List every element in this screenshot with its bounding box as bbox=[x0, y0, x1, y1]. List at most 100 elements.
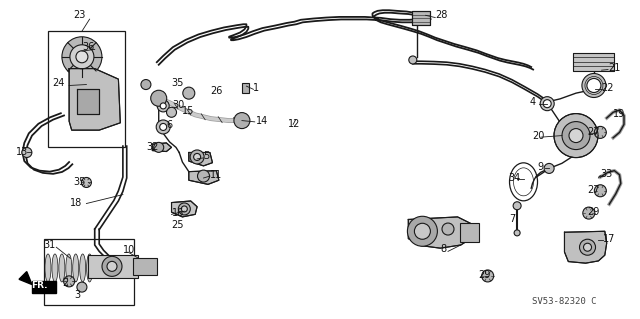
Text: 35: 35 bbox=[172, 78, 184, 88]
Circle shape bbox=[415, 223, 431, 239]
Text: 30: 30 bbox=[173, 100, 185, 110]
Text: 24: 24 bbox=[52, 78, 65, 88]
Ellipse shape bbox=[59, 254, 65, 282]
Circle shape bbox=[70, 45, 94, 69]
Circle shape bbox=[183, 87, 195, 99]
Text: SV53-82320 C: SV53-82320 C bbox=[532, 297, 597, 306]
Circle shape bbox=[584, 243, 591, 251]
Text: 27: 27 bbox=[588, 185, 600, 195]
Circle shape bbox=[540, 97, 554, 111]
Text: 5: 5 bbox=[204, 151, 210, 161]
Bar bbox=[573, 53, 614, 71]
Circle shape bbox=[166, 107, 177, 117]
Text: 35: 35 bbox=[74, 177, 86, 188]
Text: 20: 20 bbox=[532, 130, 545, 141]
Text: 6: 6 bbox=[166, 120, 173, 130]
Circle shape bbox=[562, 122, 590, 150]
Text: 26: 26 bbox=[210, 86, 222, 96]
Circle shape bbox=[77, 282, 87, 292]
Text: 32: 32 bbox=[146, 142, 158, 152]
Text: FR.: FR. bbox=[31, 281, 48, 290]
Circle shape bbox=[22, 147, 32, 158]
Circle shape bbox=[587, 78, 601, 93]
Polygon shape bbox=[77, 89, 99, 114]
Text: 9: 9 bbox=[538, 162, 544, 173]
Circle shape bbox=[181, 206, 188, 212]
Text: 7: 7 bbox=[509, 213, 515, 224]
Circle shape bbox=[179, 203, 190, 215]
Polygon shape bbox=[189, 171, 219, 184]
Text: 36: 36 bbox=[82, 42, 94, 52]
Text: 2: 2 bbox=[63, 278, 69, 288]
Text: 29: 29 bbox=[588, 207, 600, 217]
Text: 16: 16 bbox=[172, 208, 184, 218]
Circle shape bbox=[154, 142, 164, 152]
Polygon shape bbox=[564, 231, 607, 263]
Circle shape bbox=[160, 123, 166, 130]
Text: 8: 8 bbox=[440, 244, 447, 255]
Text: 10: 10 bbox=[123, 245, 135, 256]
Circle shape bbox=[569, 129, 583, 143]
Circle shape bbox=[543, 100, 551, 108]
Circle shape bbox=[156, 120, 170, 134]
Text: 14: 14 bbox=[256, 115, 268, 126]
Text: 19: 19 bbox=[613, 109, 625, 119]
Ellipse shape bbox=[86, 254, 93, 282]
Text: 21: 21 bbox=[608, 63, 620, 73]
Circle shape bbox=[234, 113, 250, 129]
Text: 1: 1 bbox=[253, 83, 260, 93]
Bar bbox=[412, 11, 430, 25]
Polygon shape bbox=[172, 201, 197, 217]
Circle shape bbox=[198, 170, 209, 182]
Text: 11: 11 bbox=[210, 170, 222, 180]
Circle shape bbox=[580, 239, 595, 255]
Circle shape bbox=[408, 216, 437, 246]
Bar bbox=[562, 125, 595, 147]
Text: 27: 27 bbox=[588, 127, 600, 137]
Polygon shape bbox=[189, 152, 212, 166]
Text: 23: 23 bbox=[74, 10, 86, 20]
Ellipse shape bbox=[45, 254, 51, 282]
Text: 18: 18 bbox=[70, 197, 83, 208]
Circle shape bbox=[482, 270, 493, 282]
Ellipse shape bbox=[66, 254, 72, 282]
Circle shape bbox=[76, 51, 88, 63]
Circle shape bbox=[544, 163, 554, 174]
Text: 25: 25 bbox=[172, 220, 184, 230]
Bar bbox=[460, 223, 479, 242]
Bar bbox=[44, 239, 134, 305]
Bar bbox=[88, 255, 138, 278]
Polygon shape bbox=[408, 217, 474, 248]
Circle shape bbox=[442, 223, 454, 235]
Ellipse shape bbox=[73, 254, 79, 282]
Text: 3: 3 bbox=[74, 290, 81, 300]
Circle shape bbox=[582, 73, 606, 98]
Text: 15: 15 bbox=[182, 106, 195, 116]
Circle shape bbox=[141, 79, 151, 90]
Text: 17: 17 bbox=[603, 234, 615, 244]
Bar bbox=[133, 258, 157, 275]
Circle shape bbox=[409, 56, 417, 64]
Text: 28: 28 bbox=[435, 10, 447, 20]
Text: 33: 33 bbox=[600, 169, 612, 179]
Text: 34: 34 bbox=[509, 173, 521, 183]
Circle shape bbox=[595, 126, 606, 138]
Bar bbox=[48, 31, 125, 147]
Circle shape bbox=[157, 100, 169, 112]
Circle shape bbox=[554, 114, 598, 158]
Circle shape bbox=[514, 230, 520, 236]
Bar bbox=[412, 11, 430, 25]
Circle shape bbox=[63, 276, 75, 287]
Circle shape bbox=[513, 202, 521, 210]
Circle shape bbox=[151, 90, 166, 106]
Circle shape bbox=[595, 185, 606, 197]
Circle shape bbox=[102, 256, 122, 276]
Text: 12: 12 bbox=[288, 119, 300, 129]
Circle shape bbox=[194, 153, 200, 160]
Polygon shape bbox=[69, 69, 120, 130]
Text: 4: 4 bbox=[530, 97, 536, 107]
FancyBboxPatch shape bbox=[32, 281, 56, 293]
Text: 29: 29 bbox=[479, 270, 491, 280]
Circle shape bbox=[583, 207, 595, 219]
Bar bbox=[242, 83, 249, 93]
